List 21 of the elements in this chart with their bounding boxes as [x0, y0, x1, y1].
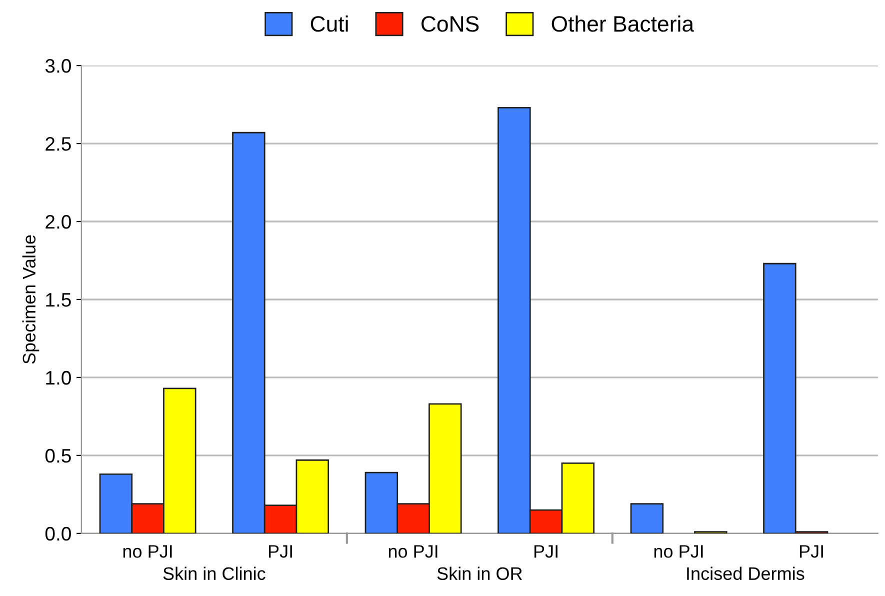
y-tick-label: 3.0	[45, 59, 71, 73]
y-axis-title: Specimen Value	[22, 235, 40, 364]
x-tick-label: PJI	[800, 545, 823, 558]
x-tick-label: PJI	[534, 545, 558, 558]
text: Skin in Clinic	[163, 566, 266, 580]
legend-label: CoNS	[422, 16, 479, 32]
x-tick-label: no PJI	[123, 545, 172, 558]
text: Incised Dermis	[687, 566, 804, 580]
text: Skin in OR	[437, 566, 522, 580]
legend-label: Cuti	[310, 15, 348, 32]
y-tick-label: 0.5	[45, 448, 71, 463]
x-tick-label: no PJI	[388, 545, 438, 558]
y-tick-label: 2.5	[46, 137, 71, 151]
y-tick-label: 2.0	[46, 214, 71, 229]
y-tick-label: 1.0	[46, 370, 71, 385]
legend-label: Other Bacteria	[552, 15, 694, 32]
x-tick-label: no PJI	[654, 545, 703, 558]
x-tick-label: PJI	[268, 545, 292, 558]
y-tick-label: 1.5	[46, 293, 71, 307]
y-tick-label: 0.0	[45, 526, 71, 541]
bar	[630, 503, 664, 534]
